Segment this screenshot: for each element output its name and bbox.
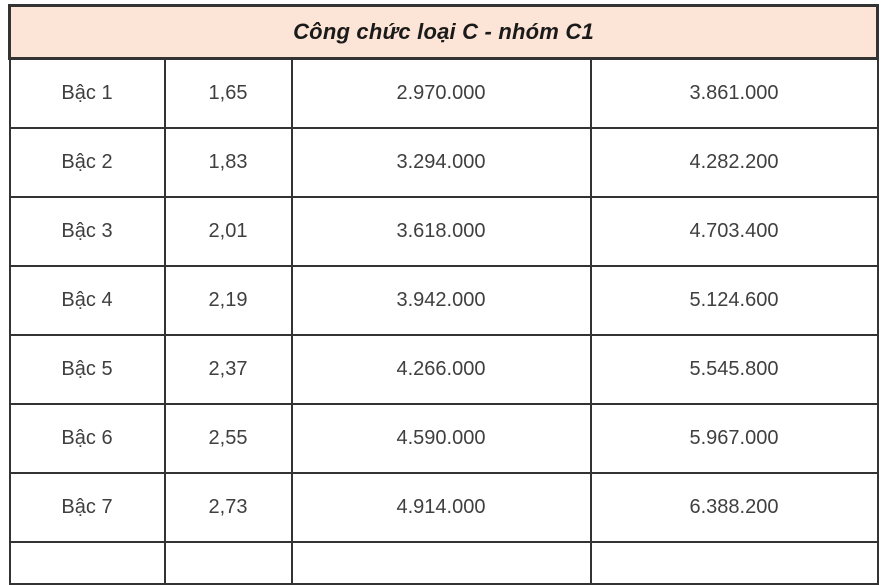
grade-cell: Bậc 4 [8, 265, 166, 336]
salary-1-cell: 4.914.000 [290, 472, 592, 543]
table-row: Bậc 2 1,83 3.294.000 4.282.200 [8, 127, 879, 198]
salary-table-container: Công chức loại C - nhóm C1 Bậc 1 1,65 2.… [8, 4, 879, 585]
table-header-row: Công chức loại C - nhóm C1 [8, 4, 879, 60]
salary-2-cell: 4.703.400 [589, 196, 879, 267]
salary-2-cell: 6.388.200 [589, 472, 879, 543]
salary-1-cell: 3.618.000 [290, 196, 592, 267]
table-row: Bậc 3 2,01 3.618.000 4.703.400 [8, 196, 879, 267]
table-row-partial [8, 541, 879, 585]
salary-table: Công chức loại C - nhóm C1 Bậc 1 1,65 2.… [8, 4, 879, 585]
coefficient-cell-empty [163, 541, 293, 585]
grade-cell: Bậc 7 [8, 472, 166, 543]
salary-1-cell: 2.970.000 [290, 57, 592, 129]
salary-2-cell: 5.545.800 [589, 334, 879, 405]
grade-cell: Bậc 5 [8, 334, 166, 405]
grade-cell-empty [8, 541, 166, 585]
grade-cell: Bậc 6 [8, 403, 166, 474]
salary-1-cell: 4.266.000 [290, 334, 592, 405]
salary-2-cell: 4.282.200 [589, 127, 879, 198]
coefficient-cell: 2,19 [163, 265, 293, 336]
coefficient-cell: 2,37 [163, 334, 293, 405]
grade-cell: Bậc 3 [8, 196, 166, 267]
grade-cell: Bậc 1 [8, 57, 166, 129]
table-title: Công chức loại C - nhóm C1 [8, 4, 879, 60]
salary-2-cell: 3.861.000 [589, 57, 879, 129]
salary-1-cell-empty [290, 541, 592, 585]
coefficient-cell: 1,83 [163, 127, 293, 198]
coefficient-cell: 2,55 [163, 403, 293, 474]
coefficient-cell: 2,01 [163, 196, 293, 267]
salary-1-cell: 3.942.000 [290, 265, 592, 336]
coefficient-cell: 1,65 [163, 57, 293, 129]
table-row: Bậc 1 1,65 2.970.000 3.861.000 [8, 57, 879, 129]
table-row: Bậc 6 2,55 4.590.000 5.967.000 [8, 403, 879, 474]
table-row: Bậc 4 2,19 3.942.000 5.124.600 [8, 265, 879, 336]
grade-cell: Bậc 2 [8, 127, 166, 198]
salary-2-cell: 5.124.600 [589, 265, 879, 336]
salary-1-cell: 3.294.000 [290, 127, 592, 198]
salary-1-cell: 4.590.000 [290, 403, 592, 474]
salary-2-cell: 5.967.000 [589, 403, 879, 474]
table-row: Bậc 7 2,73 4.914.000 6.388.200 [8, 472, 879, 543]
salary-2-cell-empty [589, 541, 879, 585]
table-row: Bậc 5 2,37 4.266.000 5.545.800 [8, 334, 879, 405]
coefficient-cell: 2,73 [163, 472, 293, 543]
